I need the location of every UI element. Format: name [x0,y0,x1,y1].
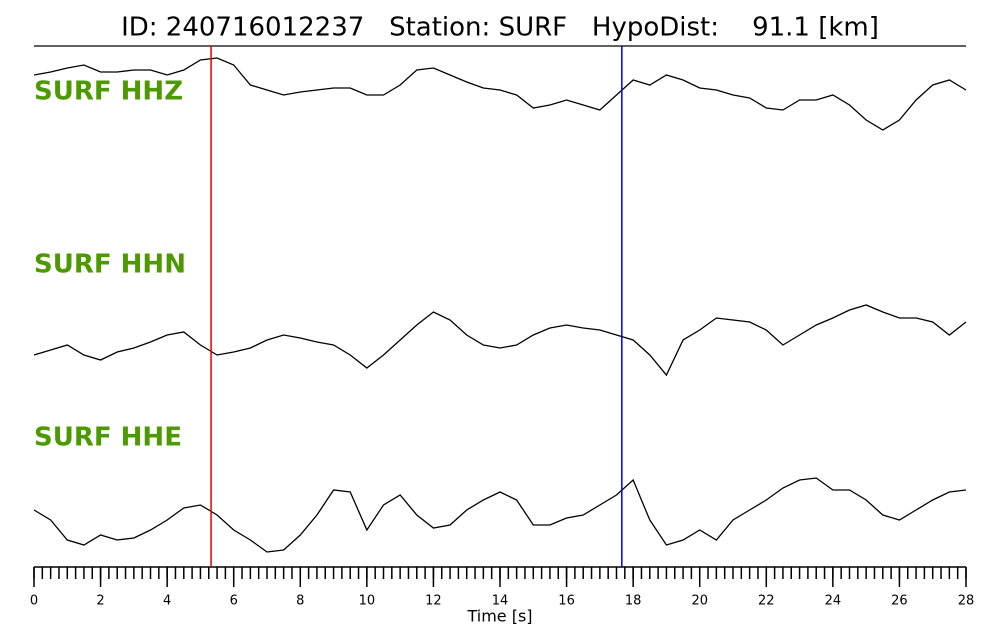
x-tick-label: 28 [958,594,975,609]
x-tick-label: 24 [825,594,842,609]
trace-label: SURF HHN [34,250,186,280]
x-tick-label: 10 [359,594,376,609]
x-tick-label: 16 [558,594,575,609]
x-tick-label: 4 [163,594,171,609]
trace [33,57,967,131]
trace [33,304,967,377]
trace-label: SURF HHE [34,423,182,453]
chart-title: ID: 240716012237 Station: SURF HypoDist:… [121,13,879,43]
x-tick-label: 2 [96,594,104,609]
x-tick-label: 20 [691,594,708,609]
x-tick-label: 18 [625,594,642,609]
trace-label: SURF HHZ [34,77,183,107]
trace [33,477,967,553]
x-tick-label: 22 [758,594,775,609]
x-tick-label: 14 [492,594,509,609]
x-tick-label: 6 [230,594,238,609]
x-tick-label: 0 [30,594,38,609]
x-tick-label: 26 [891,594,908,609]
x-axis-label: Time [s] [466,607,532,626]
x-tick-label: 12 [425,594,442,609]
x-tick-label: 8 [296,594,304,609]
